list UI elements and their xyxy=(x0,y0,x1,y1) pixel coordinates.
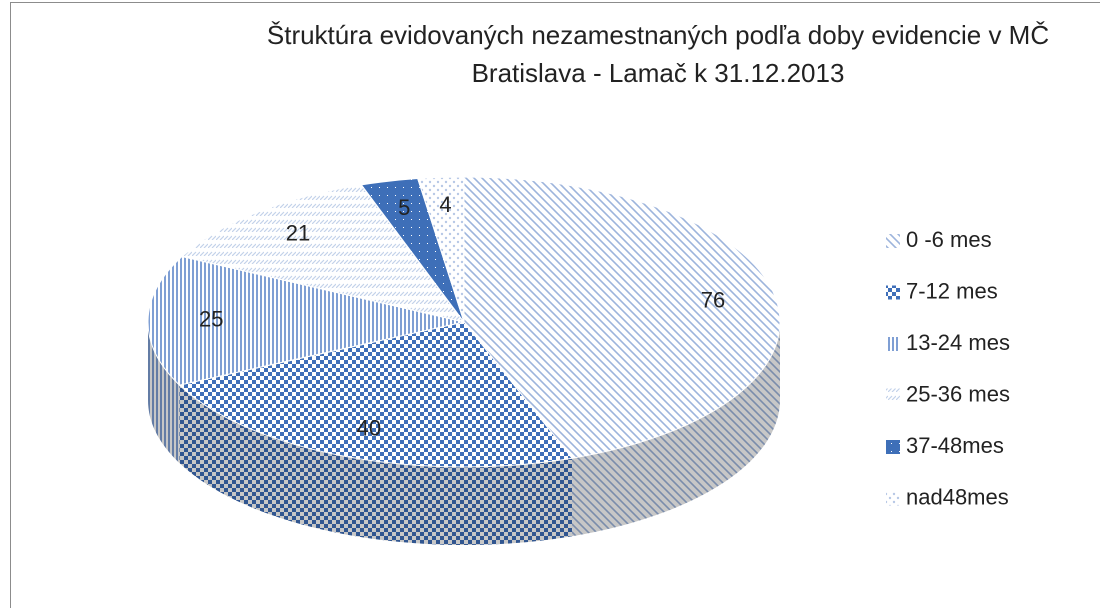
legend-swatch xyxy=(886,388,900,403)
legend-label: 25-36 mes xyxy=(906,381,1010,406)
legend-label: 0 -6 mes xyxy=(906,227,992,252)
legend-swatch xyxy=(886,337,900,351)
data-label: 25 xyxy=(199,307,223,332)
data-label: 76 xyxy=(701,288,725,313)
pie-slice-side-shade xyxy=(179,385,573,545)
pie-slice-side-shade xyxy=(572,322,780,537)
data-label: 21 xyxy=(286,220,310,245)
pie-slice xyxy=(417,176,465,323)
legend-label: 13-24 mes xyxy=(906,330,1010,355)
legend-label: nad48mes xyxy=(906,484,1009,509)
pie-slice xyxy=(463,176,781,459)
legend-label: 37-48mes xyxy=(906,433,1004,458)
data-label: 40 xyxy=(357,415,381,440)
chart-title: Štruktúra evidovaných nezamestnaných pod… xyxy=(266,20,1050,88)
legend-label: 7-12 mes xyxy=(906,278,998,303)
pie-slice-side xyxy=(572,322,780,537)
legend-swatch xyxy=(886,491,900,506)
legend-swatch xyxy=(886,440,900,454)
pie-slice-side-shade xyxy=(148,322,180,464)
pie-slice xyxy=(147,255,465,386)
data-label: 5 xyxy=(398,195,410,220)
pie-slice-side xyxy=(148,322,180,464)
pie-slice xyxy=(178,321,573,468)
data-label: 4 xyxy=(439,192,451,217)
legend-swatch xyxy=(886,234,900,248)
legend-swatch xyxy=(886,285,900,300)
pie-slice-side xyxy=(179,385,573,545)
pie-slice xyxy=(181,184,466,323)
